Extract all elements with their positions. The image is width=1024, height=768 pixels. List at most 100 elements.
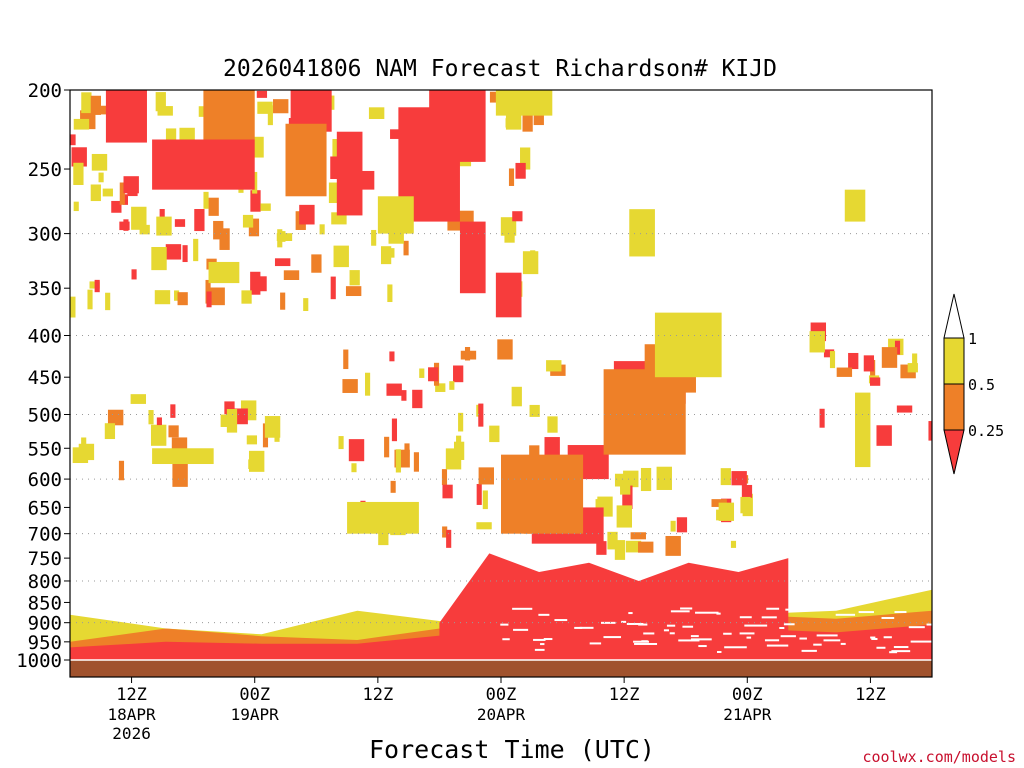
ri-cell [401,390,407,401]
ri-cell [73,201,79,212]
y-tick-label: 500 [28,405,62,427]
ri-cell [368,107,385,119]
ri-cell [94,279,100,293]
ri-cell [131,206,147,230]
ri-cell [638,541,654,553]
ri-cell [522,251,539,275]
ri-cell [73,118,90,130]
ri-cell [442,526,448,538]
ri-region [285,123,327,197]
ri-cell [159,208,165,219]
y-tick-label: 850 [28,592,62,614]
ri-cell [332,138,338,160]
x-date-label: 20APR [477,705,526,724]
ri-cell [508,168,515,186]
ri-cell [182,245,188,263]
ri-cell [428,367,439,382]
ri-gap [894,611,907,614]
y-tick-label: 450 [28,367,62,389]
ri-cell [156,216,172,236]
y-tick-label: 750 [28,548,62,570]
ri-gap [626,622,644,625]
ri-cell [620,478,631,495]
ri-cell [131,269,137,280]
ri-gap [538,613,550,616]
ri-cell [387,284,393,303]
ri-gap [663,629,670,632]
ri-gap [871,637,878,640]
y-tick-label: 250 [28,159,62,181]
ri-region [152,448,214,465]
ri-region [495,90,553,116]
ri-cell [489,425,500,443]
ri-region [855,392,871,468]
ri-gap [670,610,690,613]
ri-gap [744,624,768,627]
ri-cell [260,203,271,211]
ri-cell [156,417,162,426]
ri-cell [529,404,540,417]
ri-gap [870,636,876,639]
ri-cell [412,389,423,409]
ri-region [152,139,255,190]
ri-cell [546,360,562,372]
ri-cell [194,209,205,232]
ri-gap [690,635,699,638]
ri-gap [513,628,529,631]
ri-gap [717,650,722,653]
ri-cell [348,439,365,462]
ri-gap [540,643,545,646]
x-tick-label: 12Z [116,685,147,705]
ri-cell [118,460,125,481]
ri-cell [365,372,371,396]
ri-cell [476,522,492,530]
x-tick-label: 12Z [362,685,393,705]
ri-cell [119,182,125,205]
ri-cell [280,292,286,310]
x-date-label: 21APR [723,705,772,724]
ri-cell [213,220,224,240]
ri-gap [881,616,895,619]
ri-gap [633,640,649,643]
ri-cell [303,298,309,312]
ri-cell [389,248,395,258]
ri-cell [343,349,349,370]
ri-cell [515,162,526,179]
ri-cell [257,101,273,114]
ri-cell [676,517,688,533]
ri-cell [338,436,344,450]
ri-cell [242,214,254,228]
ri-cell [172,463,188,487]
ri-gap [766,607,780,610]
ri-cell [829,351,836,369]
ri-gap [801,649,817,652]
ri-cell [419,368,425,378]
ri-cell [250,271,261,295]
ri-region [501,454,584,534]
ri-cell [881,347,898,368]
ri-cell [497,339,513,360]
ri-cell [596,541,607,555]
ri-gap [643,632,655,635]
ri-cell [127,184,138,197]
ri-cell [670,520,676,532]
ri-cell [91,153,108,171]
ri-gap [893,646,909,649]
ri-cell [206,291,212,308]
ri-cell [730,540,737,548]
ri-gap [666,624,676,627]
ri-cell [740,496,751,514]
ri-gap [678,639,700,642]
ri-gap [502,638,510,641]
ri-gap [680,607,693,610]
ri-gap [799,637,807,640]
ri-cell [391,418,398,442]
y-tick-label: 950 [28,632,62,654]
ri-cell [248,450,265,472]
ri-cell [404,443,410,457]
ri-region [336,131,363,216]
ri-cell [248,218,260,237]
ri-cell [720,468,731,486]
ri-cell [458,412,464,432]
y-tick-label: 700 [28,524,62,546]
